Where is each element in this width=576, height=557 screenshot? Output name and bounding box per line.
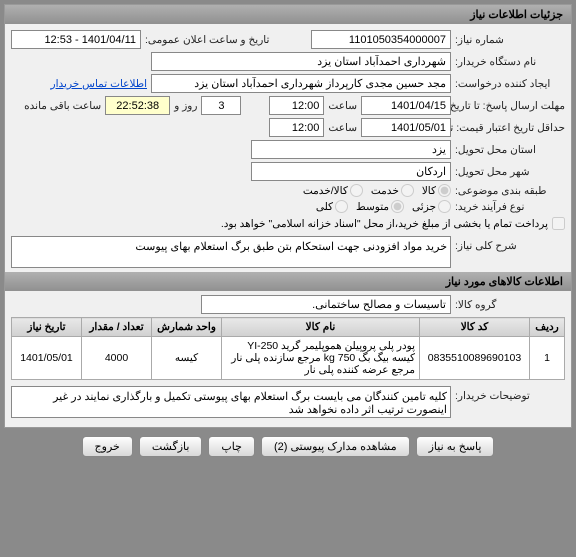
label-deadline: مهلت ارسال پاسخ: تا تاریخ: [455, 100, 565, 112]
attachments-button[interactable]: مشاهده مدارک پیوستی (2) [261, 436, 410, 457]
field-desc[interactable] [11, 236, 451, 268]
field-province[interactable] [251, 140, 451, 159]
label-time-2: ساعت [328, 122, 357, 134]
back-button[interactable]: بازگشت [139, 436, 203, 457]
label-buyer-note: توضیحات خریدار: [455, 386, 565, 402]
exit-button[interactable]: خروج [82, 436, 133, 457]
field-deadline-time[interactable] [269, 96, 324, 115]
panel-title: جزئیات اطلاعات نیاز [5, 5, 571, 24]
th-unit: واحد شمارش [152, 318, 222, 337]
treasury-checkbox[interactable]: پرداخت تمام یا بخشی از مبلغ خرید،از محل … [221, 217, 565, 230]
field-group[interactable] [201, 295, 451, 314]
label-province: استان محل تحویل: [455, 144, 565, 156]
field-deadline-date[interactable] [361, 96, 451, 115]
radio-both[interactable]: کالا/خدمت [303, 184, 363, 197]
label-device-buyer: نام دستگاه خریدار: [455, 56, 565, 68]
ptype-radio-group: جزئی متوسط کلی [316, 200, 451, 213]
label-desc: شرح کلی نیاز: [455, 236, 565, 252]
field-remain-time [105, 96, 170, 115]
label-time-1: ساعت [328, 100, 357, 112]
radio-medium[interactable]: متوسط [356, 200, 404, 213]
field-req-num[interactable] [311, 30, 451, 49]
subject-radio-group: کالا خدمت کالا/خدمت [303, 184, 451, 197]
cell-code: 0835510089690103 [420, 337, 530, 380]
radio-small[interactable]: جزئی [412, 200, 451, 213]
label-remain: ساعت باقی مانده [24, 100, 101, 112]
cell-unit: کیسه [152, 337, 222, 380]
details-panel: جزئیات اطلاعات نیاز شماره نیاز: تاریخ و … [4, 4, 572, 428]
th-qty: تعداد / مقدار [82, 318, 152, 337]
radio-goods[interactable]: کالا [422, 184, 451, 197]
label-req-num: شماره نیاز: [455, 34, 565, 46]
print-button[interactable]: چاپ [208, 436, 255, 457]
respond-button[interactable]: پاسخ به نیاز [416, 436, 495, 457]
contact-link[interactable]: اطلاعات تماس خریدار [51, 78, 147, 90]
cell-qty: 4000 [82, 337, 152, 380]
field-creator[interactable] [151, 74, 451, 93]
items-header: اطلاعات کالاهای مورد نیاز [5, 272, 571, 291]
label-city: شهر محل تحویل: [455, 166, 565, 178]
th-name: نام کالا [222, 318, 420, 337]
label-group: گروه کالا: [455, 299, 565, 311]
panel-body: شماره نیاز: تاریخ و ساعت اعلان عمومی: نا… [5, 24, 571, 427]
label-announce: تاریخ و ساعت اعلان عمومی: [145, 34, 269, 46]
label-validity: حداقل تاریخ اعتبار قیمت: تا تاریخ: [455, 122, 565, 134]
th-date: تاریخ نیاز [12, 318, 82, 337]
cell-date: 1401/05/01 [12, 337, 82, 380]
field-remain-days [201, 96, 241, 115]
field-buyer-note[interactable] [11, 386, 451, 418]
field-device-buyer[interactable] [151, 52, 451, 71]
label-day-and: روز و [174, 100, 197, 112]
button-row: پاسخ به نیاز مشاهده مدارک پیوستی (2) چاپ… [4, 428, 572, 465]
label-subject-class: طبقه بندی موضوعی: [455, 185, 565, 197]
label-creator: ایجاد کننده درخواست: [455, 78, 565, 90]
radio-large[interactable]: کلی [316, 200, 348, 213]
cell-row: 1 [530, 337, 565, 380]
table-row[interactable]: 1 0835510089690103 پودر پلی پروپیلن هموپ… [12, 337, 565, 380]
field-validity-date[interactable] [361, 118, 451, 137]
th-row: ردیف [530, 318, 565, 337]
th-code: کد کالا [420, 318, 530, 337]
items-table: ردیف کد کالا نام کالا واحد شمارش تعداد /… [11, 317, 565, 380]
label-purchase-type: نوع فرآیند خرید: [455, 201, 565, 213]
field-announce[interactable] [11, 30, 141, 49]
field-city[interactable] [251, 162, 451, 181]
field-validity-time[interactable] [269, 118, 324, 137]
radio-service[interactable]: خدمت [371, 184, 414, 197]
cell-name: پودر پلی پروپیلن هموپلیمر گرید YI-250 کی… [222, 337, 420, 380]
